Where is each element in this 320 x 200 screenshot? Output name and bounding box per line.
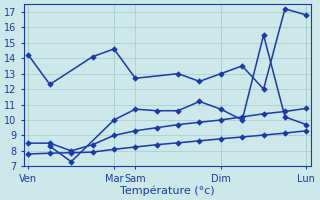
X-axis label: Température (°c): Température (°c): [120, 185, 215, 196]
